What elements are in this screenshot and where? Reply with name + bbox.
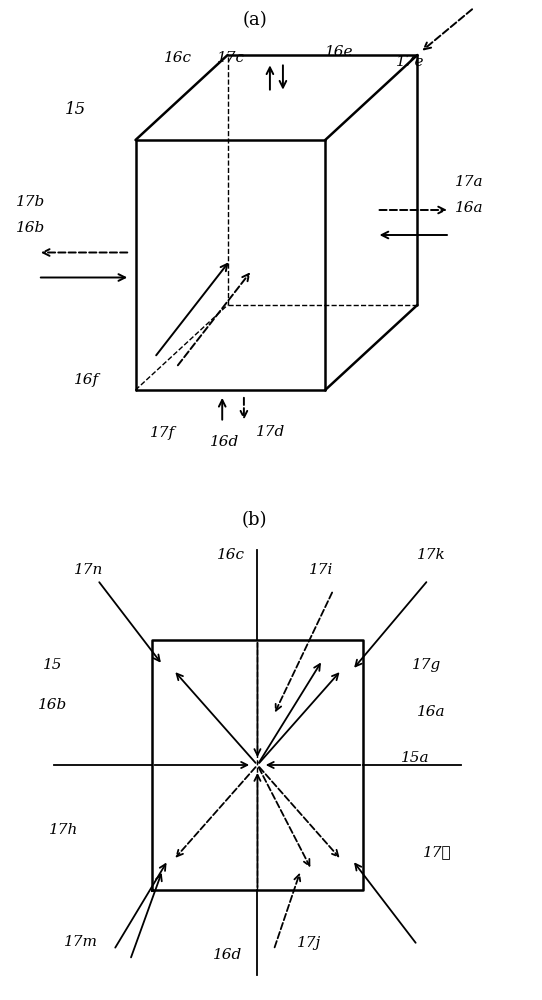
Text: 15: 15 <box>43 658 63 672</box>
Text: 16a: 16a <box>455 200 484 215</box>
Text: 16d: 16d <box>213 948 242 962</box>
Text: 17j: 17j <box>297 936 321 950</box>
Text: 17c: 17c <box>217 50 245 64</box>
Text: 16b: 16b <box>16 221 46 234</box>
Text: 15: 15 <box>65 102 87 118</box>
Text: 17n: 17n <box>74 563 103 577</box>
Text: 16e: 16e <box>325 45 354 60</box>
Text: 15a: 15a <box>401 750 430 764</box>
Text: 17g: 17g <box>412 658 441 672</box>
Text: 17d: 17d <box>256 426 286 440</box>
Text: 17ℓ: 17ℓ <box>423 846 451 859</box>
Text: 17e: 17e <box>396 55 424 70</box>
Text: (a): (a) <box>242 11 267 29</box>
Text: 16c: 16c <box>164 50 192 64</box>
Text: 17a: 17a <box>455 176 484 190</box>
Text: 17b: 17b <box>16 196 46 210</box>
Text: 17f: 17f <box>150 426 175 440</box>
Text: (b): (b) <box>242 511 268 529</box>
Text: 17k: 17k <box>417 548 446 562</box>
Text: 17i: 17i <box>309 563 333 577</box>
Text: 16f: 16f <box>74 373 99 387</box>
Text: 17h: 17h <box>49 823 78 837</box>
Text: 17m: 17m <box>64 936 98 950</box>
Text: 16d: 16d <box>210 436 240 450</box>
Text: 16b: 16b <box>38 698 67 712</box>
Text: 16a: 16a <box>417 706 446 720</box>
Text: 16c: 16c <box>217 548 245 562</box>
